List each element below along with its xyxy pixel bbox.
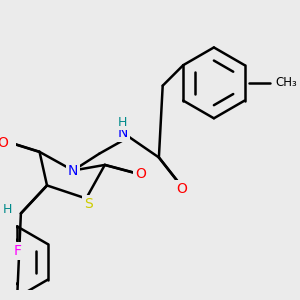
Text: H: H — [118, 116, 127, 128]
Text: N: N — [117, 126, 128, 140]
Text: O: O — [0, 136, 8, 149]
Text: N: N — [68, 164, 78, 178]
Text: H: H — [3, 203, 13, 216]
Text: F: F — [13, 244, 21, 258]
Text: S: S — [84, 197, 92, 211]
Text: O: O — [176, 182, 187, 196]
Text: CH₃: CH₃ — [275, 76, 297, 89]
Text: O: O — [135, 167, 146, 181]
